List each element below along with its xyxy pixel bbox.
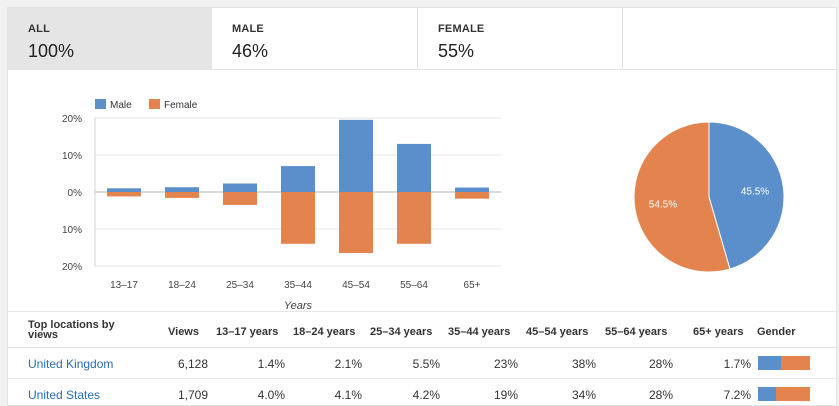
bar-female (165, 192, 199, 198)
gender-split-bar (758, 356, 810, 370)
header-25-34[interactable]: 25–34 years (370, 326, 433, 338)
tab-all[interactable]: ALL 100% (8, 8, 212, 69)
y-tick-label: 0% (68, 188, 83, 199)
tab-empty (623, 8, 838, 69)
legend-female-label: Female (164, 100, 198, 111)
gender-pie-chart: 45.5% 54.5% (633, 121, 785, 273)
bar-chart-svg: Male Female 20% 10% 0% 10% 20% 13–17 18–24 25–34 3… (62, 99, 501, 312)
header-gender: Gender (757, 326, 796, 338)
bar-female (339, 192, 373, 254)
bar-female (107, 192, 141, 197)
x-tick-label: 55–64 (400, 280, 428, 291)
pie-slice-male (708, 121, 785, 270)
header-45-54[interactable]: 45–54 years (526, 326, 589, 338)
age-gender-bar-chart: Male Female 20% 10% 0% 10% 20% 13–17 18–24 25–34 3… (8, 78, 518, 318)
age-percent-cell: 4.2% (412, 388, 440, 402)
x-tick-label: 25–34 (226, 280, 254, 291)
header-35-44[interactable]: 35–44 years (448, 326, 511, 338)
header-views[interactable]: Views (168, 326, 199, 338)
header-65plus[interactable]: 65+ years (693, 326, 744, 338)
header-18-24[interactable]: 18–24 years (293, 326, 356, 338)
views-cell: 1,709 (177, 388, 208, 402)
gender-bar-male (758, 387, 777, 401)
bar-male (339, 119, 373, 192)
y-tick-label: 20% (62, 114, 82, 125)
tab-male-value: 46% (232, 41, 269, 61)
tab-female[interactable]: FEMALE 55% (418, 8, 623, 69)
y-tick-label: 10% (62, 225, 82, 236)
legend-male-label: Male (110, 100, 132, 111)
gender-tabs: ALL 100% MALE 46% FEMALE 55% (8, 8, 838, 70)
age-percent-cell: 1.7% (723, 357, 751, 371)
legend-male-swatch (95, 99, 106, 109)
bar-male (107, 188, 141, 192)
x-tick-label: 45–54 (342, 280, 370, 291)
pie-slice-female (633, 121, 731, 273)
legend-female-swatch (149, 99, 160, 109)
bar-female (223, 192, 257, 205)
header-13-17[interactable]: 13–17 years (216, 326, 279, 338)
tab-all-label: ALL (28, 23, 50, 35)
age-percent-cell: 34% (571, 388, 596, 402)
bar-female (455, 192, 489, 199)
age-percent-cell: 7.2% (723, 388, 751, 402)
bar-male (397, 143, 431, 192)
age-percent-cell: 1.4% (257, 357, 285, 371)
tab-male[interactable]: MALE 46% (212, 8, 418, 69)
age-percent-cell: 38% (571, 357, 596, 371)
bar-male (281, 166, 315, 192)
gender-bar-female (781, 356, 810, 370)
table-row: United States 1,709 4.0% 4.1% 4.2% 19% 34% 28% 7… (8, 379, 838, 406)
bar-female (397, 192, 431, 244)
pie-slice-label: 45.5% (741, 186, 769, 197)
x-tick-label: 13–17 (110, 280, 138, 291)
age-percent-cell: 2.1% (334, 357, 362, 371)
table-header: Top locations by views Views 13–17 years… (8, 311, 838, 348)
age-percent-cell: 4.0% (257, 388, 285, 402)
age-percent-cell: 28% (648, 388, 673, 402)
x-tick-label: 65+ (464, 280, 481, 291)
table-body: United Kingdom 6,128 1.4% 2.1% 5.5% 23% 38% 28%… (8, 348, 838, 406)
bar-male (223, 183, 257, 192)
views-cell: 6,128 (177, 357, 208, 371)
gender-bar-female (776, 387, 810, 401)
top-locations-table: Top locations by views Views 13–17 years… (8, 311, 838, 406)
tab-all-value: 100% (28, 41, 75, 61)
age-percent-cell: 4.1% (334, 388, 362, 402)
header-55-64[interactable]: 55–64 years (605, 326, 668, 338)
age-percent-cell: 5.5% (412, 357, 440, 371)
x-axis-label: Years (284, 300, 313, 312)
y-tick-label: 10% (62, 151, 82, 162)
tab-female-value: 55% (438, 41, 475, 61)
bar-male (455, 187, 489, 192)
header-location: Top locations by views (28, 319, 115, 341)
x-tick-label: 35–44 (284, 280, 312, 291)
bar-female (281, 192, 315, 244)
tab-male-label: MALE (232, 23, 264, 35)
pie-slice-label: 54.5% (649, 200, 677, 211)
location-link[interactable]: United States (28, 388, 101, 402)
location-link[interactable]: United Kingdom (28, 357, 114, 371)
gender-split-bar (758, 387, 810, 401)
age-percent-cell: 28% (648, 357, 673, 371)
gender-bar-male (758, 356, 782, 370)
bar-male (165, 187, 199, 192)
tab-female-label: FEMALE (438, 23, 485, 35)
table-row: United Kingdom 6,128 1.4% 2.1% 5.5% 23% 38% 28%… (8, 348, 838, 379)
y-tick-label: 20% (62, 262, 82, 273)
demographics-panel: ALL 100% MALE 46% FEMALE 55% Male Female 2… (7, 7, 838, 406)
x-tick-label: 18–24 (168, 280, 196, 291)
age-percent-cell: 19% (493, 388, 518, 402)
age-percent-cell: 23% (493, 357, 518, 371)
